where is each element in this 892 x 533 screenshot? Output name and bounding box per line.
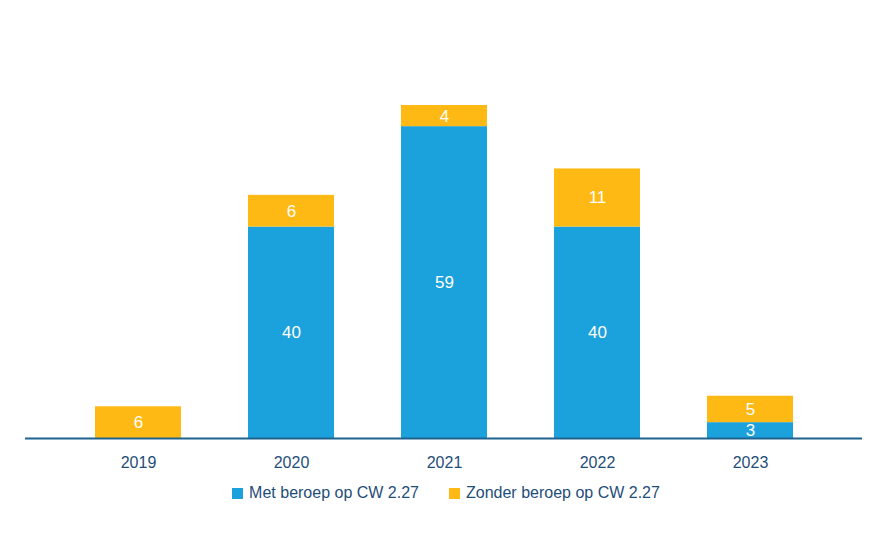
svg-text:2020: 2020 — [274, 454, 310, 471]
svg-text:2021: 2021 — [427, 454, 463, 471]
html-text:Met beroep op CW 2.27: Met beroep op CW 2.27 — [249, 484, 419, 501]
svg-text:4: 4 — [440, 107, 449, 126]
svg-text:5: 5 — [746, 400, 755, 419]
svg-text:2019: 2019 — [121, 454, 157, 471]
html-text:Zonder beroep op CW 2.27: Zonder beroep op CW 2.27 — [466, 484, 660, 501]
svg-text:40: 40 — [282, 323, 301, 342]
svg-text:2023: 2023 — [733, 454, 769, 471]
svg-text:6: 6 — [134, 413, 143, 432]
svg-text:40: 40 — [588, 323, 607, 342]
svg-text:59: 59 — [435, 273, 454, 292]
svg-text:6: 6 — [287, 202, 296, 221]
svg-text:3: 3 — [746, 421, 755, 440]
svg-text:2022: 2022 — [580, 454, 616, 471]
svg-text:11: 11 — [589, 188, 607, 207]
